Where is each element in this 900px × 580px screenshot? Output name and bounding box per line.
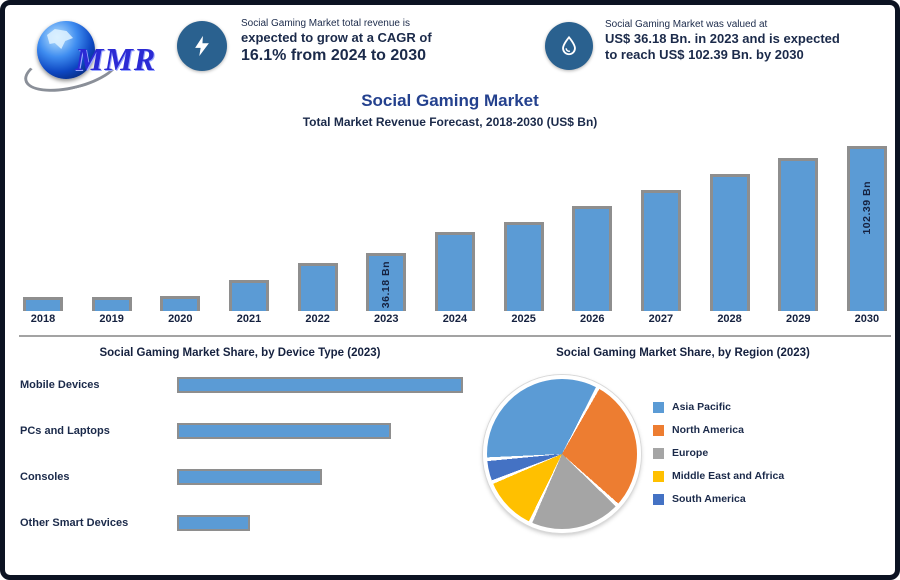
- value-line1: Social Gaming Market was valued at: [605, 19, 768, 30]
- legend-swatch: [653, 493, 664, 505]
- legend-swatch: [653, 424, 664, 436]
- cagr-highlight-text: Social Gaming Market total revenue is ex…: [241, 18, 465, 65]
- section-divider: [19, 335, 891, 337]
- device-bar-track: [177, 468, 465, 485]
- device-row: Mobile Devices: [20, 376, 465, 393]
- year-tick-label: 2022: [305, 313, 330, 325]
- revenue-bar: 102.39 Bn: [846, 146, 887, 311]
- bar-column-2021: [228, 280, 269, 311]
- year-tick-label: 2027: [648, 313, 674, 325]
- logo-text: MMR: [75, 41, 157, 77]
- year-axis: 2018 2019 2020 2021 2022 2023 2024 2025 2026 2027…: [23, 313, 887, 325]
- legend-label: Asia Pacific: [672, 401, 731, 413]
- year-tick-label: 2028: [717, 313, 742, 325]
- cagr-line1: Social Gaming Market total revenue is: [241, 18, 410, 29]
- year-tick-label: 2026: [580, 313, 605, 325]
- year-tick-label: 2030: [854, 313, 880, 325]
- legend-item: Asia Pacific: [653, 401, 784, 413]
- bar-value-label: 36.18 Bn: [380, 261, 393, 309]
- legend-label: Middle East and Africa: [672, 470, 785, 482]
- cagr-line3: 16.1% from 2024 to 2030: [241, 47, 426, 64]
- legend-swatch: [653, 401, 664, 413]
- device-share-bars: Mobile Devices PCs and Laptops Consoles Oth…: [20, 376, 465, 531]
- year-tick-label: 2023: [374, 313, 399, 325]
- page-subtitle: Total Market Revenue Forecast, 2018-2030…: [302, 115, 598, 129]
- device-section-heading: Social Gaming Market Share, by Device Ty…: [99, 347, 381, 359]
- revenue-bar: [23, 297, 63, 311]
- legend-item: North America: [653, 424, 784, 436]
- revenue-bar: [434, 232, 475, 311]
- bar-column-2029: [778, 158, 819, 311]
- bar-column-2018: [23, 297, 63, 311]
- mmr-logo: MMR: [19, 15, 161, 101]
- device-label: PCs and Laptops: [20, 424, 110, 437]
- value-line2: US$ 36.18 Bn. in 2023 and is expected: [605, 31, 840, 46]
- page-title: Social Gaming Market: [361, 91, 539, 110]
- bar-column-2028: [709, 174, 750, 311]
- device-bar: [177, 422, 392, 439]
- year-tick-label: 2029: [785, 313, 811, 325]
- revenue-bar: [503, 222, 544, 311]
- value-line3: to reach US$ 102.39 Bn. by 2030: [605, 47, 804, 62]
- year-tick-label: 2018: [30, 313, 56, 325]
- device-bar: [177, 468, 323, 485]
- legend-item: Middle East and Africa: [653, 470, 784, 482]
- region-section-heading: Social Gaming Market Share, by Region (2…: [556, 347, 810, 359]
- value-highlight-circle: [545, 22, 593, 70]
- globe-icon: [37, 21, 95, 79]
- bar-column-2019: [91, 297, 132, 311]
- legend-label: South America: [672, 493, 746, 505]
- bar-column-2020: [160, 296, 201, 311]
- device-label: Other Smart Devices: [20, 516, 129, 529]
- revenue-bar: [778, 158, 819, 311]
- year-tick-label: 2024: [442, 313, 468, 325]
- legend-label: Europe: [672, 447, 709, 459]
- value-highlight-text: Social Gaming Market was valued at US$ 3…: [605, 19, 891, 63]
- revenue-bar: [91, 297, 132, 311]
- revenue-bar: [160, 296, 201, 311]
- lightning-icon: [195, 35, 209, 57]
- device-row: Other Smart Devices: [20, 514, 465, 531]
- revenue-bar: [640, 190, 681, 311]
- cagr-highlight-circle: [177, 21, 227, 71]
- droplet-icon: [562, 35, 576, 56]
- device-label: Mobile Devices: [20, 378, 100, 391]
- legend-label: North America: [672, 424, 744, 436]
- bar-column-2030: 102.39 Bn: [846, 146, 887, 311]
- revenue-bar: [572, 206, 613, 311]
- bar-column-2022: [297, 263, 338, 311]
- revenue-bar: [297, 263, 338, 311]
- revenue-bar-chart: 36.18 Bn 102.39 Bn: [23, 141, 887, 311]
- year-tick-label: 2020: [168, 313, 193, 325]
- bar-column-2025: [503, 222, 544, 311]
- device-row: Consoles: [20, 468, 465, 485]
- region-legend: Asia Pacific North America Europe Middle Ea…: [653, 401, 784, 505]
- legend-item: Europe: [653, 447, 784, 459]
- device-bar-track: [177, 422, 465, 439]
- revenue-bar: 36.18 Bn: [366, 253, 407, 311]
- bar-column-2026: [572, 206, 613, 311]
- cagr-line2: expected to grow at a CAGR of: [241, 30, 432, 45]
- revenue-bar: [228, 280, 269, 311]
- bar-column-2023: 36.18 Bn: [366, 253, 407, 311]
- device-bar: [177, 514, 251, 531]
- device-bar-track: [177, 376, 465, 393]
- device-label: Consoles: [20, 470, 70, 483]
- bar-column-2024: [434, 232, 475, 311]
- legend-swatch: [653, 470, 664, 482]
- device-bar-track: [177, 514, 465, 531]
- year-tick-label: 2025: [511, 313, 536, 325]
- region-pie-chart: [483, 375, 641, 533]
- year-tick-label: 2021: [236, 313, 262, 325]
- device-bar: [177, 376, 464, 393]
- legend-item: South America: [653, 493, 784, 505]
- device-row: PCs and Laptops: [20, 422, 465, 439]
- bar-value-label: 102.39 Bn: [860, 181, 873, 235]
- bar-column-2027: [640, 190, 681, 311]
- year-tick-label: 2019: [99, 313, 124, 325]
- revenue-bar: [709, 174, 750, 311]
- legend-swatch: [653, 447, 664, 459]
